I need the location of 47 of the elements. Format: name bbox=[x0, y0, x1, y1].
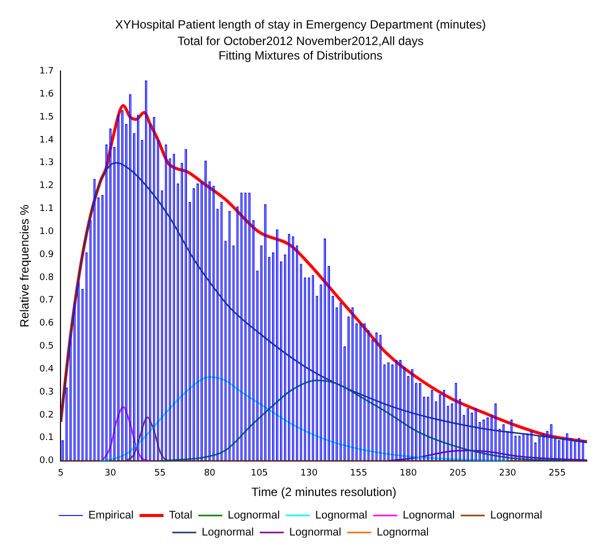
x-tick-label: 155 bbox=[350, 468, 368, 479]
x-tick-label: 30 bbox=[104, 468, 116, 479]
x-tick-label: 105 bbox=[250, 468, 268, 479]
legend-label: Lognormal bbox=[315, 510, 368, 522]
chart-subtitle: Total for October2012 November2012,All days Fitting Mixtures of Distributions bbox=[177, 34, 424, 62]
chart-title: XYHospital Patient length of stay in Emergency Department (minutes) bbox=[115, 18, 486, 32]
y-tick-label: 1.2 bbox=[39, 181, 54, 192]
y-tick-label: 0.6 bbox=[39, 318, 54, 329]
y-tick-label: 1.3 bbox=[39, 158, 54, 168]
x-tick-label: 205 bbox=[449, 468, 467, 479]
x-tick-label: 55 bbox=[154, 468, 166, 479]
legend-label: Total bbox=[169, 510, 192, 522]
y-tick-label: 0.1 bbox=[39, 433, 54, 444]
x-tick-label: 255 bbox=[548, 468, 566, 479]
y-tick-label: 0.3 bbox=[39, 387, 54, 398]
y-tick-label: 0.8 bbox=[39, 272, 54, 283]
x-tick-label: 80 bbox=[204, 468, 216, 479]
y-axis-title: Relative frequencies % bbox=[18, 204, 32, 328]
y-tick-label: 0.0 bbox=[39, 456, 54, 466]
y-tick-label: 0.4 bbox=[39, 364, 54, 374]
y-tick-label: 1.1 bbox=[39, 204, 54, 214]
legend-label: Empirical bbox=[88, 510, 134, 522]
legend-label: Lognormal bbox=[490, 510, 542, 522]
y-tick-label: 0.7 bbox=[39, 296, 54, 306]
x-tick-label: 5 bbox=[58, 468, 64, 479]
y-tick-label: 0.2 bbox=[39, 410, 54, 420]
x-tick-label: 180 bbox=[400, 468, 418, 479]
y-tick-label: 0.5 bbox=[39, 342, 54, 352]
line-series bbox=[100, 376, 508, 461]
y-tick-label: 0.9 bbox=[39, 250, 54, 260]
y-tick-label: 1.5 bbox=[39, 112, 54, 122]
legend-label: Lognormal bbox=[376, 526, 429, 539]
line-series bbox=[102, 406, 151, 461]
y-tick-label: 1.0 bbox=[39, 226, 54, 237]
line-series bbox=[388, 450, 587, 461]
line-series bbox=[60, 162, 587, 444]
x-tick-label: 230 bbox=[498, 468, 516, 479]
y-tick-label: 1.4 bbox=[39, 135, 54, 146]
x-axis-title: Time (2 minutes resolution) bbox=[251, 485, 396, 500]
y-tick-label: 1.7 bbox=[39, 66, 54, 77]
legend-label: Lognormal bbox=[228, 510, 280, 522]
legend-label: Lognormal bbox=[289, 526, 342, 539]
y-tick-label: 1.6 bbox=[39, 89, 54, 100]
x-tick-label: 130 bbox=[300, 468, 318, 479]
legend-label: Lognormal bbox=[202, 526, 254, 539]
legend-label: Lognormal bbox=[402, 510, 455, 522]
line-series bbox=[159, 380, 568, 461]
